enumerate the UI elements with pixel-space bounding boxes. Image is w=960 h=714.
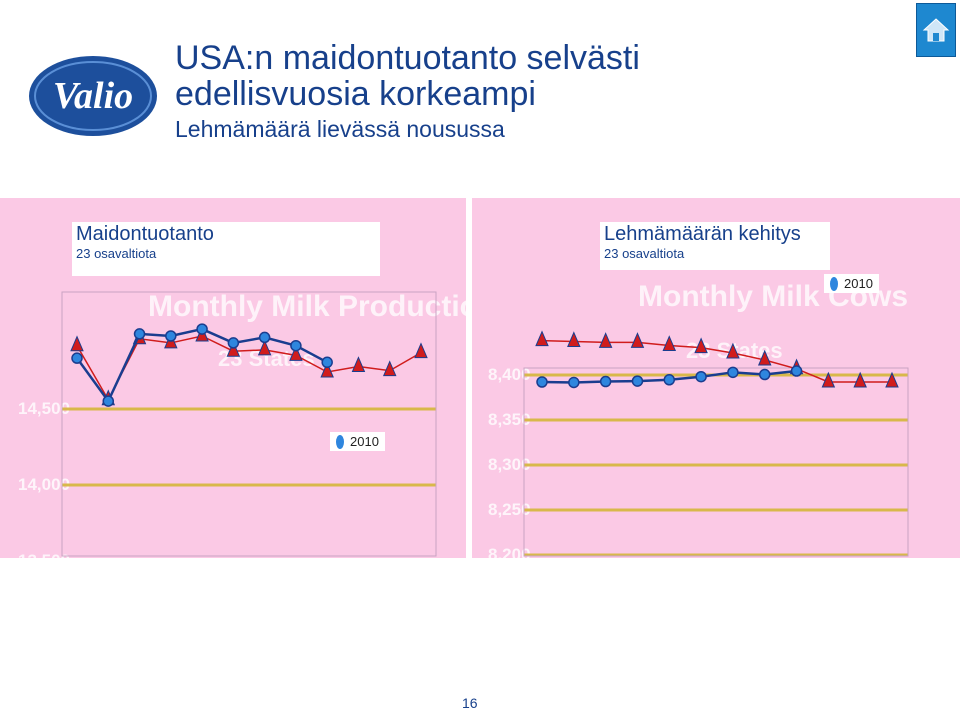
data-point-circle xyxy=(227,337,240,349)
valio-logo: Valio xyxy=(26,52,160,140)
slide-title-block: USA:n maidontuotanto selvästi edellisvuo… xyxy=(175,40,640,144)
milk-cows-chart: Monthly Milk Cows23 States8,4008,3508,30… xyxy=(472,198,960,558)
data-point-triangle xyxy=(630,332,645,348)
data-point-circle xyxy=(290,339,302,352)
data-point-circle xyxy=(599,375,612,388)
data-point-triangle xyxy=(226,340,241,357)
data-point-triangle xyxy=(70,335,84,352)
slide-subtitle: Lehmämäärä lievässä nousussa xyxy=(175,116,505,142)
legend-marker xyxy=(336,434,344,449)
data-point-triangle xyxy=(726,342,740,359)
data-point-circle xyxy=(663,374,676,386)
data-point-circle xyxy=(133,328,146,340)
data-point-triangle xyxy=(351,356,366,372)
home-button[interactable] xyxy=(916,3,956,57)
data-point-triangle xyxy=(567,331,581,348)
data-point-triangle xyxy=(757,349,772,366)
data-point-triangle xyxy=(320,361,334,378)
data-point-circle xyxy=(102,395,115,407)
slide-title-line1: USA:n maidontuotanto selvästi xyxy=(175,39,640,77)
valio-logo-graphic: Valio xyxy=(29,56,157,136)
data-point-triangle xyxy=(885,371,899,388)
data-point-triangle xyxy=(821,371,836,388)
data-point-triangle xyxy=(257,339,272,356)
chart-label-subtitle: 23 osavaltiota xyxy=(76,246,157,261)
data-point-triangle xyxy=(853,371,867,388)
chart-legend-left: 2010 xyxy=(330,432,385,451)
data-point-circle xyxy=(695,370,707,383)
plot-area xyxy=(523,367,909,557)
data-point-triangle xyxy=(382,360,397,377)
data-point-circle xyxy=(321,356,333,369)
watermark-title: Monthly Milk Production xyxy=(148,290,466,323)
data-point-circle xyxy=(71,352,83,364)
plot-area xyxy=(61,291,437,557)
data-point-circle xyxy=(790,365,803,377)
logo-text: Valio xyxy=(53,75,133,117)
data-point-circle xyxy=(758,368,771,381)
watermark-tick-label: 8,250 xyxy=(488,500,531,519)
data-point-triangle xyxy=(289,345,303,361)
data-point-circle xyxy=(727,366,739,379)
data-point-circle xyxy=(196,323,208,335)
slide-title-line2: edellisvuosia korkeampi xyxy=(175,75,536,113)
chart-label-title: Lehmämäärän kehitys xyxy=(604,223,801,245)
legend-label: 2010 xyxy=(350,434,379,449)
data-point-circle xyxy=(536,376,548,388)
watermark-tick-label: 8,300 xyxy=(488,455,531,474)
data-point-circle xyxy=(258,331,271,344)
home-icon xyxy=(922,18,950,42)
chart-legend-right: 2010 xyxy=(824,274,879,293)
watermark-tick-label: 13,500 xyxy=(18,551,70,558)
data-point-triangle xyxy=(662,335,677,351)
series-line-comparison xyxy=(541,339,892,383)
chart-label-left: Maidontuotanto 23 osavaltiota xyxy=(72,222,380,276)
data-point-triangle xyxy=(535,330,549,347)
data-point-circle xyxy=(631,375,644,387)
watermark-tick-label: 14,000 xyxy=(18,475,70,494)
chart-label-title: Maidontuotanto xyxy=(76,223,214,245)
milk-cows-chart-svg: Monthly Milk Cows23 States8,4008,3508,30… xyxy=(488,280,909,558)
watermark-tick-label: 8,400 xyxy=(488,365,531,384)
watermark-tick-label: 8,200 xyxy=(488,545,531,558)
data-point-triangle xyxy=(598,332,613,348)
legend-label: 2010 xyxy=(844,276,873,291)
watermark-tick-label: 14,500 xyxy=(18,399,70,418)
chart-label-right: Lehmämäärän kehitys 23 osavaltiota xyxy=(600,222,830,270)
data-point-triangle xyxy=(694,337,708,354)
watermark-tick-label: 8,350 xyxy=(488,410,531,429)
page-number: 16 xyxy=(462,695,478,711)
series-line-comparison xyxy=(76,335,422,402)
data-point-circle xyxy=(165,330,177,342)
milk-production-chart: Monthly Milk Production 23 States 14,500 14… xyxy=(0,198,466,558)
data-point-circle xyxy=(568,376,580,389)
legend-marker xyxy=(830,276,838,291)
data-point-triangle xyxy=(414,342,428,359)
chart-label-subtitle: 23 osavaltiota xyxy=(604,246,685,261)
